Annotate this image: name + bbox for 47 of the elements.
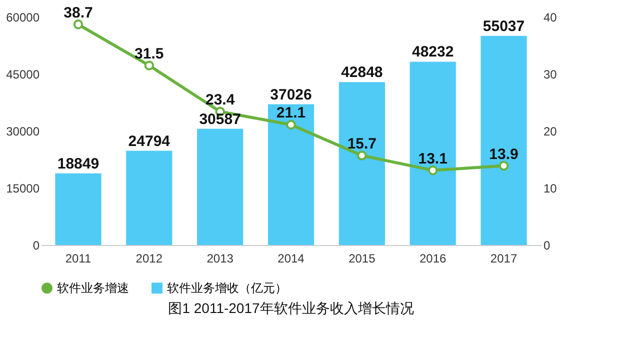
data-label: 31.5	[134, 45, 164, 62]
point	[286, 120, 296, 130]
legend-label: 软件业务增速	[57, 281, 129, 296]
x-tick-label: 2014	[278, 252, 305, 266]
bar	[338, 82, 385, 245]
data-label: 38.7	[64, 4, 93, 22]
data-label: 48232	[412, 44, 454, 61]
bar	[480, 36, 527, 245]
y-tick-label: 0	[32, 238, 40, 252]
point	[428, 165, 438, 176]
y-tick-label: 30000	[6, 124, 40, 138]
data-label: 24794	[128, 132, 171, 150]
data-label: 21.1	[276, 104, 306, 122]
y2-tick-label: 10	[544, 182, 558, 196]
x-tick-label: 2016	[419, 252, 447, 266]
x-tick-label: 2011	[65, 252, 92, 266]
x-tick-label: 2013	[206, 252, 234, 266]
data-label: 13.9	[489, 146, 518, 163]
data-label: 37026	[270, 86, 312, 104]
y-tick-label: 45000	[6, 68, 40, 82]
y2-tick-label: 0	[544, 238, 550, 252]
text: 图1 2011-2017年软件业务收入增长情况	[168, 300, 414, 316]
data-label: 15.7	[347, 136, 377, 153]
x-tick-label: 2015	[348, 252, 376, 266]
legend-label: 软件业务增收（亿元）	[167, 281, 287, 296]
x-tick-label: 2012	[136, 252, 163, 266]
point	[73, 20, 84, 30]
y-tick-label: 60000	[6, 10, 40, 24]
data-label: 23.4	[205, 92, 236, 109]
x-tick-label: 2017	[490, 252, 518, 266]
point	[144, 60, 154, 70]
point	[357, 150, 367, 160]
data-label: 55037	[482, 18, 525, 35]
data-label: 18849	[57, 155, 100, 172]
y2-tick-label: 40	[544, 10, 558, 24]
bar	[197, 128, 244, 245]
y2-tick-label: 30	[544, 68, 558, 82]
y2-tick-label: 20	[544, 124, 558, 138]
bar	[268, 104, 314, 245]
data-label: 13.1	[418, 150, 448, 168]
data-label: 42848	[341, 64, 383, 82]
data-label: 30587	[199, 110, 241, 128]
bar	[55, 173, 102, 245]
y-tick-label: 15000	[6, 182, 40, 196]
bar	[126, 150, 172, 245]
bar	[410, 62, 456, 245]
point	[498, 160, 509, 171]
